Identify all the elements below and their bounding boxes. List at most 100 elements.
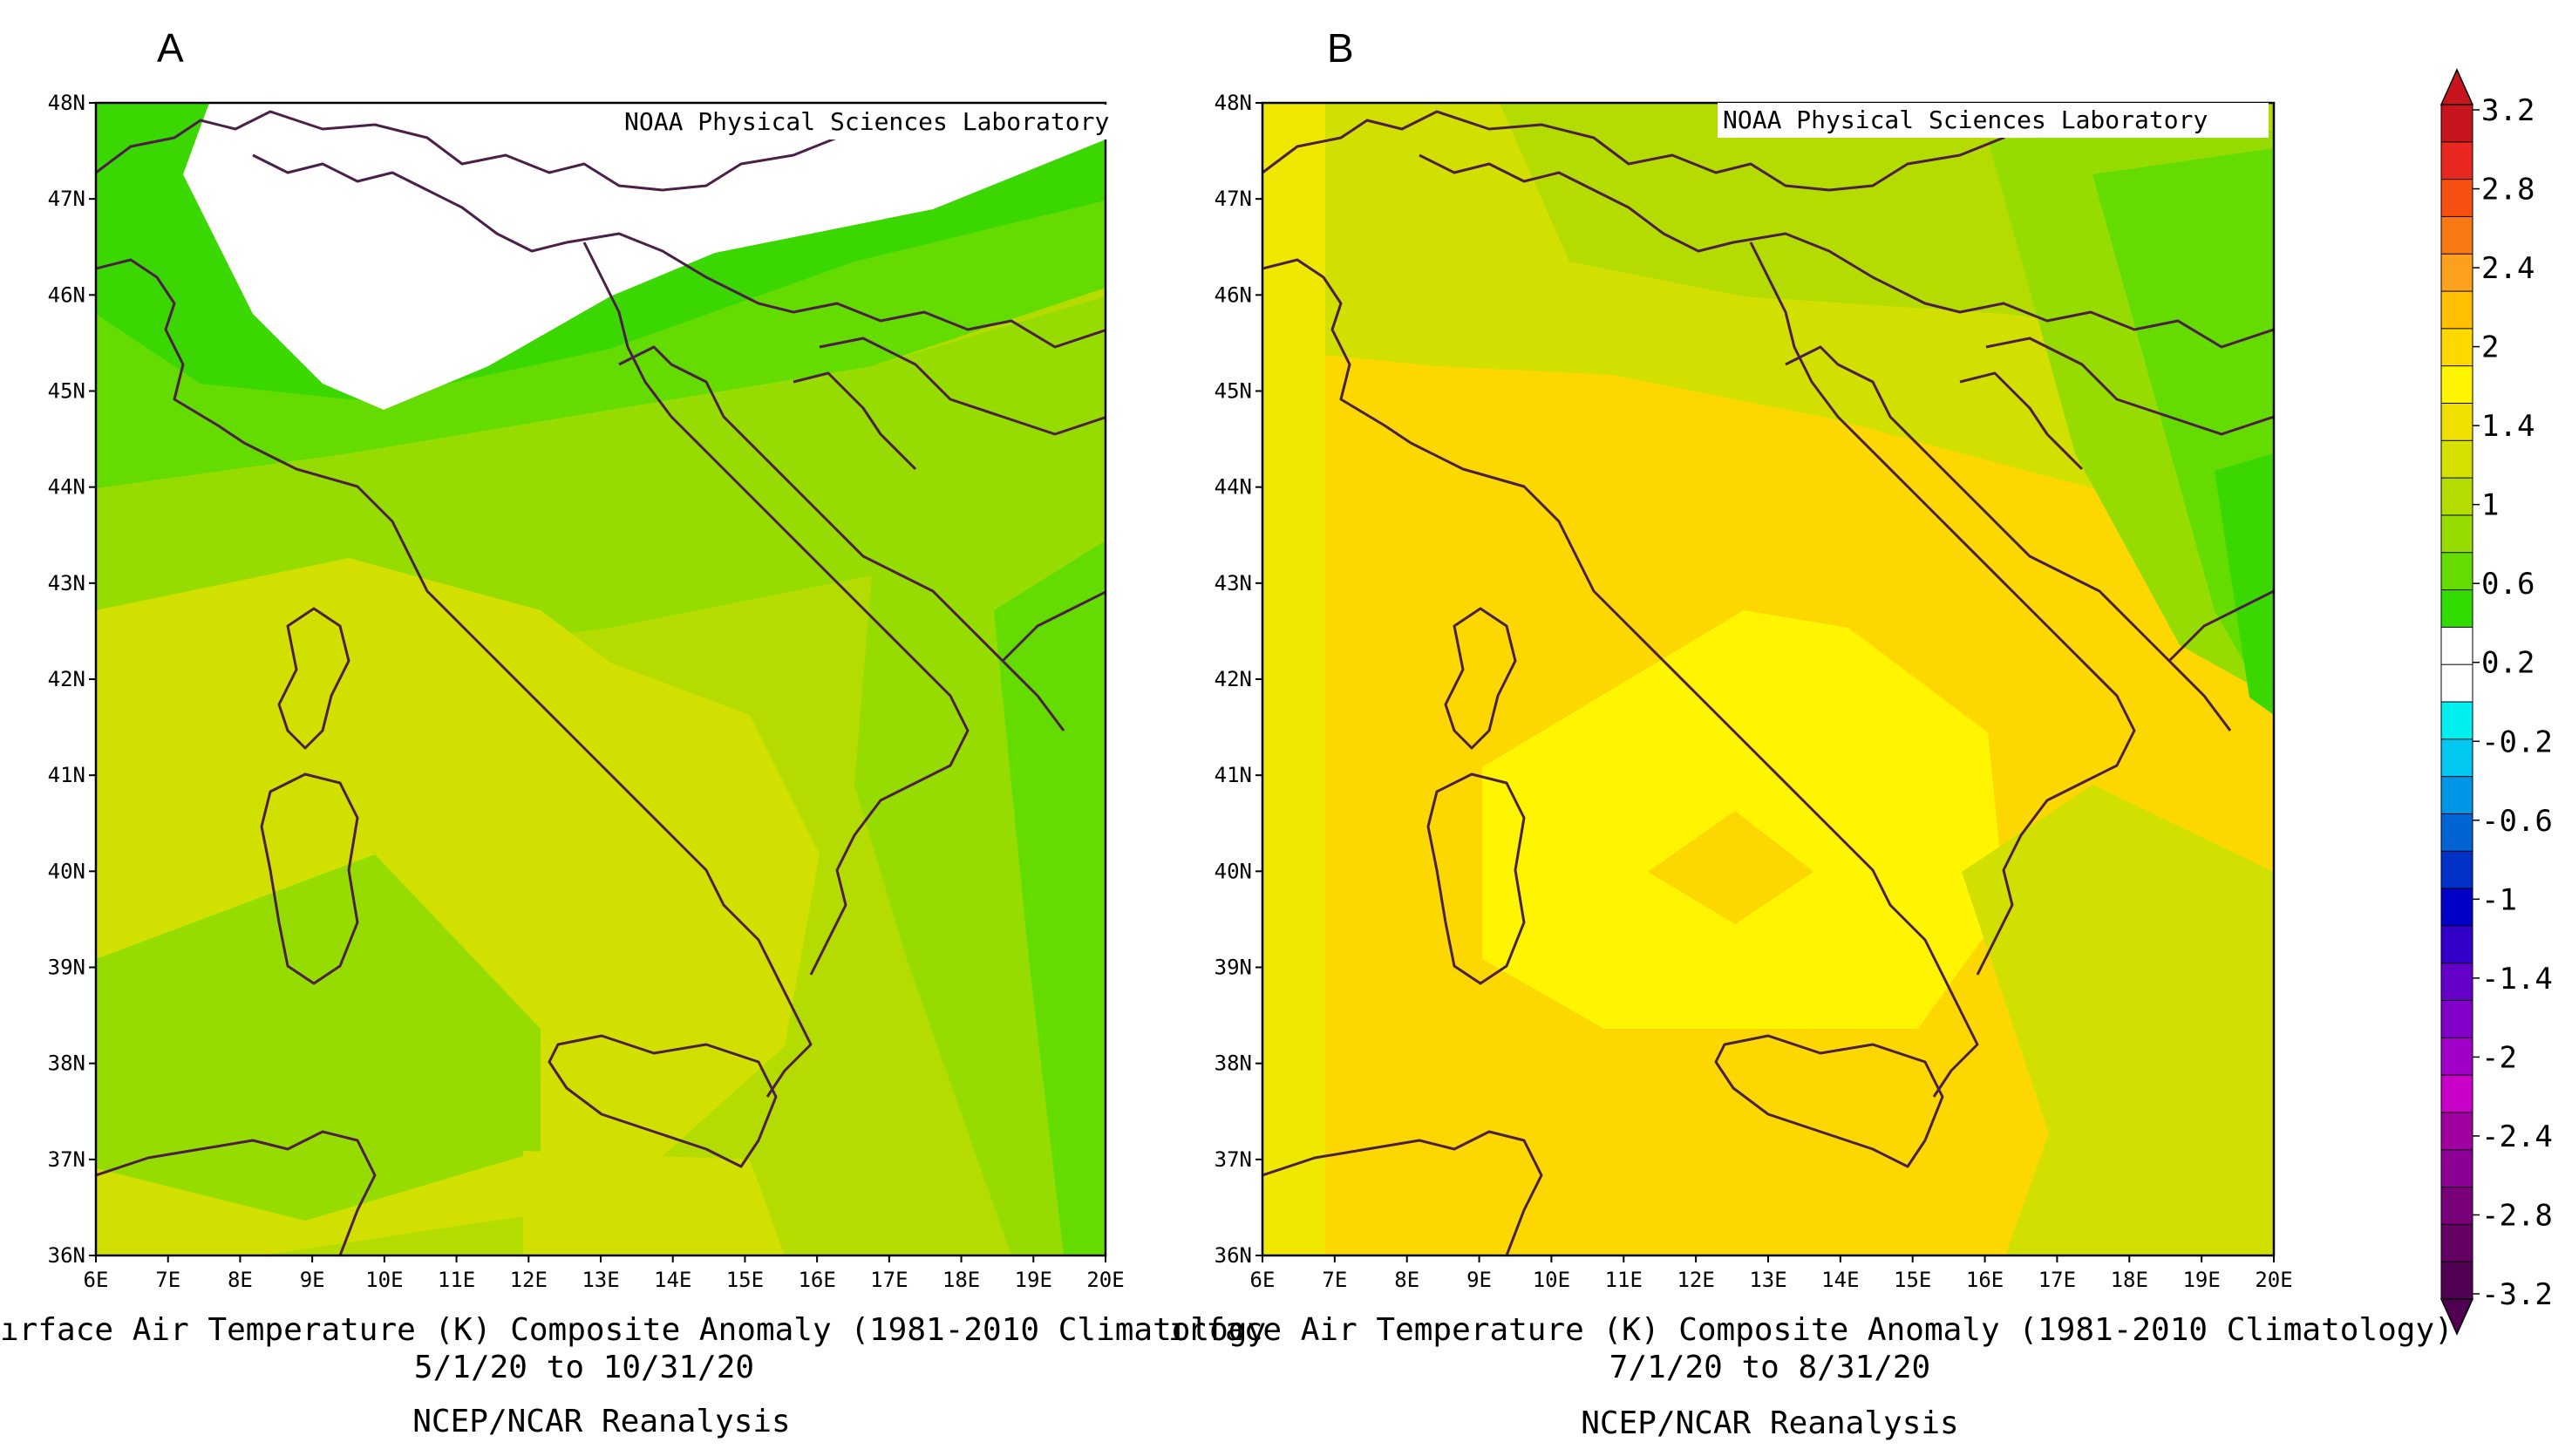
colorbar-swatch — [2440, 1112, 2473, 1151]
panel-a-lat-label: 41N — [48, 763, 85, 787]
colorbar-label: -2.4 — [2481, 1119, 2553, 1154]
colorbar-swatch — [2440, 215, 2473, 255]
colorbar-swatch — [2440, 701, 2473, 740]
panel-a-lon-label: 20E — [1086, 1268, 1124, 1292]
colorbar-swatch — [2440, 253, 2473, 293]
panel-a-lon-label: 6E — [84, 1268, 109, 1292]
colorbar-swatch — [2440, 141, 2473, 180]
colorbar-swatch — [2440, 888, 2473, 927]
panel-a-lat-label: 45N — [48, 379, 85, 404]
colorbar: 3.2 2.8 2.4 2 1.4 1 0.6 0.2 -0.2 -0.6 -1 -1.4 -2 -2.4… — [2439, 68, 2553, 1336]
panel-b-lat-label: 44N — [1215, 475, 1252, 500]
panel-a-lat-label: 48N — [48, 91, 85, 115]
panel-a-lon-label: 19E — [1015, 1268, 1052, 1292]
colorbar-swatch — [2440, 589, 2473, 629]
colorbar-label: 0.6 — [2481, 567, 2535, 602]
panel-a-lat-label: 39N — [48, 956, 85, 980]
panel-b-lon-label: 9E — [1466, 1268, 1492, 1292]
panel-a-letter: A — [157, 25, 184, 71]
panel-a-lon-label: 7E — [155, 1268, 180, 1292]
colorbar-top-arrow — [2439, 68, 2474, 105]
colorbar-swatch — [2440, 477, 2473, 516]
colorbar-label: -0.6 — [2481, 804, 2553, 839]
colorbar-swatch — [2440, 104, 2473, 143]
colorbar-label: -1 — [2481, 882, 2517, 917]
colorbar-swatch — [2440, 1261, 2473, 1300]
panel-b-credit: NOAA Physical Sciences Laboratory — [1718, 103, 2269, 138]
colorbar-label: 0.2 — [2481, 646, 2535, 681]
panel-a-map: 48N47N46N45N44N43N42N41N40N39N38N37N36N … — [48, 91, 1125, 1292]
colorbar-label: 1 — [2481, 488, 2499, 523]
panel-a-lat-label: 46N — [48, 282, 85, 307]
colorbar-swatch — [2440, 439, 2473, 480]
panel-b-lon-label: 12E — [1677, 1268, 1714, 1292]
panel-a-lat-label: 37N — [48, 1147, 85, 1172]
colorbar-swatch — [2440, 925, 2473, 964]
colorbar-label: -1.4 — [2481, 962, 2553, 997]
colorbar-swatch — [2440, 963, 2473, 1002]
panel-a-lat-label: 44N — [48, 475, 85, 500]
colorbar-label: -0.2 — [2481, 725, 2553, 759]
panel-b-lat-label: 37N — [1215, 1147, 1252, 1172]
colorbar-label: -2.8 — [2481, 1198, 2553, 1233]
panel-b-title-line1: ırface Air Temperature (K) Composite Ano… — [1168, 1312, 2453, 1348]
panel-a-lon-label: 18E — [942, 1268, 980, 1292]
panel-b-lat-label: 39N — [1215, 956, 1252, 980]
colorbar-swatch — [2440, 328, 2473, 367]
colorbar-label: 2.8 — [2481, 173, 2535, 208]
panel-a-title-line3: NCEP/NCAR Reanalysis — [412, 1404, 791, 1439]
panel-a-lat-label: 47N — [48, 187, 85, 211]
panel-a-title-line1: ırface Air Temperature (K) Composite Ano… — [0, 1312, 1267, 1348]
panel-b-lat-label: 42N — [1215, 667, 1252, 691]
panel-b-lat-label: 48N — [1215, 91, 1252, 115]
colorbar-swatch — [2440, 514, 2473, 554]
colorbar-label: -3.2 — [2481, 1277, 2553, 1312]
colorbar-swatch — [2440, 1223, 2473, 1263]
colorbar-swatch — [2440, 403, 2473, 442]
panel-a-lon-label: 10E — [365, 1268, 403, 1292]
panel-a-lon-label: 12E — [510, 1268, 548, 1292]
panel-a-lat-label: 36N — [48, 1243, 85, 1268]
panel-a-credit: NOAA Physical Sciences Laboratory — [619, 105, 1115, 139]
panel-b-lon-label: 15E — [1894, 1268, 1931, 1292]
panel-a-lon-label: 15E — [726, 1268, 764, 1292]
panel-a-lat-label: 38N — [48, 1051, 85, 1076]
panel-b-lat-label: 40N — [1215, 859, 1252, 883]
panel-a-lon-label: 17E — [870, 1268, 908, 1292]
panel-b-map: 48N47N46N45N44N43N42N41N40N39N38N37N36N … — [1215, 91, 2293, 1292]
colorbar-swatch — [2440, 1187, 2473, 1226]
panel-b-lon-label: 17E — [2038, 1268, 2076, 1292]
panel-a-lon-label: 11E — [438, 1268, 475, 1292]
panel-a-title-line2: 5/1/20 to 10/31/20 — [413, 1350, 755, 1385]
panel-b-lat-label: 43N — [1215, 571, 1252, 595]
colorbar-label: -2 — [2481, 1040, 2517, 1075]
panel-b-lat-label: 45N — [1215, 379, 1252, 404]
panel-b-lon-label: 18E — [2111, 1268, 2148, 1292]
colorbar-label: 3.2 — [2481, 93, 2535, 128]
colorbar-bottom-arrow — [2439, 1298, 2474, 1336]
colorbar-swatch — [2440, 179, 2473, 218]
panel-b-letter: B — [1327, 25, 1354, 71]
panel-b-lon-label: 19E — [2182, 1268, 2220, 1292]
colorbar-label: 1.4 — [2481, 409, 2535, 444]
colorbar-swatch — [2440, 813, 2473, 853]
colorbar-swatch — [2440, 776, 2473, 815]
panel-a-lat-label: 42N — [48, 667, 85, 691]
panel-b-lon-label: 20E — [2255, 1268, 2292, 1292]
panel-b-lat-label: 41N — [1215, 763, 1252, 787]
panel-b-lat-label: 36N — [1215, 1243, 1252, 1268]
panel-b-lon-label: 6E — [1250, 1268, 1276, 1292]
panel-b-lon-label: 14E — [1821, 1268, 1859, 1292]
colorbar-swatch — [2440, 663, 2473, 703]
panel-a-lon-label: 8E — [228, 1268, 253, 1292]
colorbar-swatch — [2440, 552, 2473, 591]
panel-b-lat-label: 47N — [1215, 187, 1252, 211]
colorbar-label: 2.4 — [2481, 251, 2535, 286]
colorbar-swatch — [2440, 626, 2473, 666]
panel-b-lon-label: 7E — [1322, 1268, 1347, 1292]
panel-b-lat-label: 46N — [1215, 282, 1252, 307]
colorbar-swatch — [2440, 1000, 2473, 1039]
colorbar-label: 2 — [2481, 330, 2499, 365]
panel-b-title-line2: 7/1/20 to 8/31/20 — [1609, 1350, 1931, 1385]
